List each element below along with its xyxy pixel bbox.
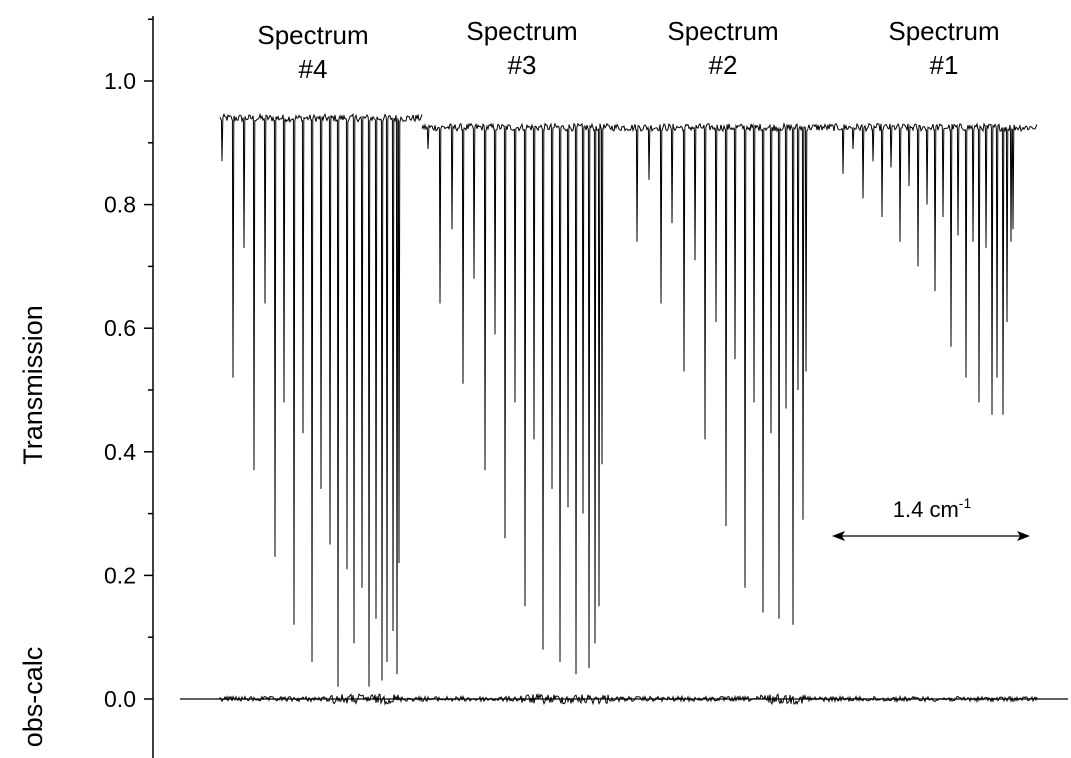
- scale-arrow-left-head: [832, 531, 845, 541]
- spectrum-label-title: Spectrum: [888, 16, 999, 46]
- scale-annotation-label: 1.4 cm-1: [893, 495, 972, 522]
- spectrum-labels: Spectrum #4 Spectrum #3 Spectrum #2 Spectrum #1: [257, 16, 999, 84]
- spectrum-label-title: Spectrum: [667, 16, 778, 46]
- y-axis: [144, 16, 154, 758]
- scale-annotation: 1.4 cm-1: [832, 495, 1030, 541]
- spectrum-trace: [807, 122, 1038, 415]
- spectrum-label-title: Spectrum: [466, 16, 577, 46]
- y-axis-label: Transmission: [18, 305, 48, 465]
- spectra-traces: [219, 112, 1038, 687]
- residual-line: [219, 692, 1038, 706]
- y-tick-label: 0.8: [104, 192, 136, 218]
- spectrum-trace: [219, 112, 423, 687]
- y-tick-labels: 0.0 0.2 0.4 0.6 0.8 1.0: [104, 68, 136, 712]
- spectrum-label-number: #2: [709, 50, 738, 80]
- spectrum-label-number: #4: [299, 54, 328, 84]
- y-tick-label: 0.2: [104, 562, 136, 588]
- spectrum-label-number: #3: [508, 50, 537, 80]
- y-axis-lower-label: obs-calc: [18, 647, 48, 748]
- y-tick-label: 0.0: [104, 686, 136, 712]
- spectrum-label-title: Spectrum: [257, 20, 368, 50]
- spectrum-trace: [602, 121, 809, 625]
- spectrum-label-number: #1: [930, 50, 959, 80]
- spectrum-trace: [421, 122, 604, 675]
- residual-trace: [219, 692, 1038, 706]
- y-tick-label: 0.4: [104, 439, 136, 465]
- scale-arrow-right-head: [1017, 531, 1030, 541]
- y-tick-label: 1.0: [104, 68, 136, 94]
- y-tick-label: 0.6: [104, 315, 136, 341]
